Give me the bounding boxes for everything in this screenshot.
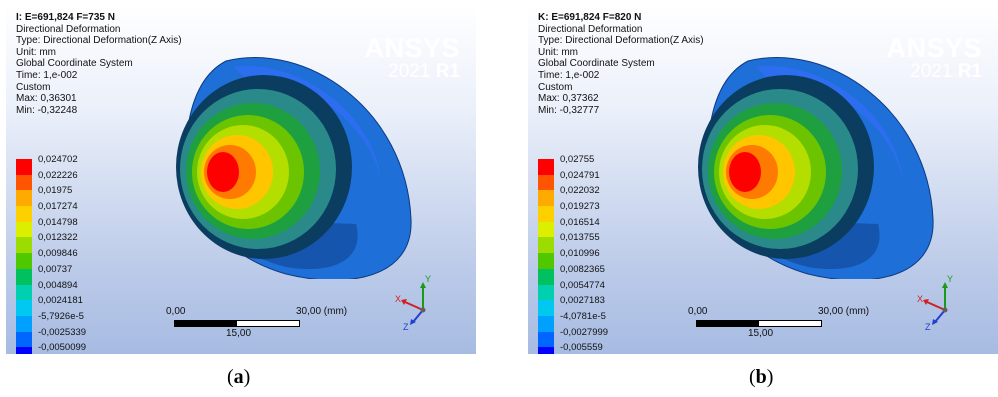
legend-value: 0,0024181 bbox=[38, 295, 83, 306]
scale-bar: 0,00 30,00 (mm) 15,00 bbox=[688, 304, 858, 344]
legend-swatch bbox=[16, 332, 32, 348]
result-title: K: E=691,824 F=820 N bbox=[538, 12, 704, 24]
legend-swatch bbox=[16, 237, 32, 253]
coordinate-triad-icon: Y X Z bbox=[913, 272, 963, 332]
scale-start: 0,00 bbox=[688, 306, 707, 317]
legend-swatch bbox=[16, 222, 32, 238]
legend-swatch bbox=[538, 237, 554, 253]
legend-value: 0,0027183 bbox=[560, 295, 605, 306]
scale-mid: 15,00 bbox=[748, 328, 773, 339]
brand-release: R1 bbox=[436, 61, 460, 82]
legend-swatch bbox=[538, 269, 554, 285]
legend-swatch bbox=[538, 159, 554, 175]
scale-bar-white bbox=[236, 320, 300, 327]
legend-swatch bbox=[16, 300, 32, 316]
legend-value: 0,0054774 bbox=[560, 280, 605, 291]
legend-swatch bbox=[538, 222, 554, 238]
legend-value: 0,010996 bbox=[560, 248, 600, 259]
legend-value: 0,019273 bbox=[560, 201, 600, 212]
scale-bar-black bbox=[174, 320, 238, 327]
legend-value: -0,0050099 bbox=[38, 342, 86, 353]
legend-swatch bbox=[538, 175, 554, 191]
legend-swatch bbox=[16, 159, 32, 175]
scale-mid: 15,00 bbox=[226, 328, 251, 339]
legend-value: 0,024702 bbox=[38, 154, 78, 165]
legend-value: 0,0082365 bbox=[560, 264, 605, 275]
legend-swatch bbox=[16, 190, 32, 206]
legend-value: 0,00737 bbox=[38, 264, 72, 275]
scale-bar: 0,00 30,00 (mm) 15,00 bbox=[166, 304, 336, 344]
legend-value: 0,022032 bbox=[560, 185, 600, 196]
legend-value: 0,017274 bbox=[38, 201, 78, 212]
info-line: Directional Deformation bbox=[538, 24, 704, 36]
legend-swatch bbox=[16, 316, 32, 332]
axis-y-label: Y bbox=[947, 274, 953, 284]
legend-value: -5,7926e-5 bbox=[38, 311, 84, 322]
legend-value: 0,02755 bbox=[560, 154, 594, 165]
caption-close: ) bbox=[767, 366, 774, 388]
info-line: Type: Directional Deformation(Z Axis) bbox=[538, 35, 704, 47]
deformation-model bbox=[156, 49, 416, 279]
caption-letter: a bbox=[234, 366, 244, 388]
legend-swatch bbox=[538, 190, 554, 206]
brand-release: R1 bbox=[958, 61, 982, 82]
caption-open: ( bbox=[227, 366, 234, 388]
result-title: I: E=691,824 F=735 N bbox=[16, 12, 182, 24]
legend-value: 0,004894 bbox=[38, 280, 78, 291]
axis-z-label: Z bbox=[925, 322, 931, 332]
result-panel-a: I: E=691,824 F=735 N Directional Deforma… bbox=[6, 4, 476, 354]
legend-swatch bbox=[538, 285, 554, 301]
coordinate-triad-icon: Y X Z bbox=[391, 272, 441, 332]
axis-x-label: X bbox=[395, 294, 401, 304]
legend-swatch bbox=[16, 269, 32, 285]
scale-end: 30,00 (mm) bbox=[818, 306, 869, 317]
scale-bar-white bbox=[758, 320, 822, 327]
legend-swatch bbox=[16, 206, 32, 222]
caption-a: (a) bbox=[227, 366, 250, 389]
scale-bar-black bbox=[696, 320, 760, 327]
legend-value: 0,013755 bbox=[560, 232, 600, 243]
legend-value: -0,0025339 bbox=[38, 327, 86, 338]
legend-value: 0,022226 bbox=[38, 170, 78, 181]
legend-value: -4,0781e-5 bbox=[560, 311, 606, 322]
legend-swatch bbox=[538, 316, 554, 332]
legend-swatch bbox=[16, 347, 32, 354]
legend-swatch bbox=[16, 285, 32, 301]
legend-value: 0,01975 bbox=[38, 185, 72, 196]
axis-z-label: Z bbox=[403, 322, 409, 332]
info-line: Type: Directional Deformation(Z Axis) bbox=[16, 35, 182, 47]
scale-start: 0,00 bbox=[166, 306, 185, 317]
legend-value: -0,0027999 bbox=[560, 327, 608, 338]
legend-swatch bbox=[538, 347, 554, 354]
caption-letter: b bbox=[756, 366, 767, 388]
legend-swatch bbox=[538, 300, 554, 316]
deformation-model bbox=[678, 49, 938, 279]
legend-value: -0,005559 bbox=[560, 342, 603, 353]
legend-swatch bbox=[538, 253, 554, 269]
legend-swatch bbox=[538, 206, 554, 222]
legend-value: 0,014798 bbox=[38, 217, 78, 228]
caption-b: (b) bbox=[749, 366, 773, 389]
scale-end: 30,00 (mm) bbox=[296, 306, 347, 317]
legend-swatch bbox=[538, 332, 554, 348]
legend-value: 0,009846 bbox=[38, 248, 78, 259]
legend-value: 0,012322 bbox=[38, 232, 78, 243]
caption-close: ) bbox=[244, 366, 251, 388]
axis-x-label: X bbox=[917, 294, 923, 304]
info-line: Directional Deformation bbox=[16, 24, 182, 36]
caption-open: ( bbox=[749, 366, 756, 388]
legend-swatch bbox=[16, 253, 32, 269]
legend-value: 0,016514 bbox=[560, 217, 600, 228]
legend-value: 0,024791 bbox=[560, 170, 600, 181]
legend-swatch bbox=[16, 175, 32, 191]
axis-y-label: Y bbox=[425, 274, 431, 284]
result-panel-b: K: E=691,824 F=820 N Directional Deforma… bbox=[528, 4, 998, 354]
